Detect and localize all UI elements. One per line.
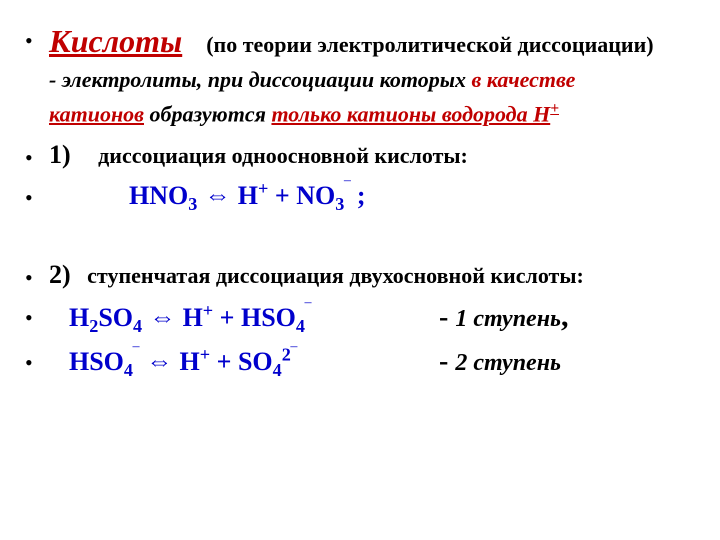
title-row: • Кислоты (по теории электролитической д… [25, 20, 695, 63]
e1a: H [69, 303, 89, 332]
e2mid: + SO [210, 347, 273, 376]
sec2-eq2: HSO4‾ ⇔ H+ + SO42‾ - 2 ступень [49, 342, 695, 382]
sec1-eq: HNO3 ⇔ H+ + NO3‾ ; [49, 177, 695, 217]
bullet: • [25, 177, 49, 213]
step1-dash: - [439, 302, 455, 333]
bullet: • [25, 297, 49, 333]
eq1-lhs: HNO [129, 181, 188, 210]
eq1-h: H [238, 181, 258, 210]
def-sup: + [550, 100, 559, 117]
eq1-mid: + NO [268, 181, 335, 210]
e2c2: 2 [282, 344, 291, 364]
e2ms: 4 [273, 360, 282, 380]
main-title: Кислоты [49, 23, 182, 59]
e2arr: ⇔ [139, 346, 179, 376]
sec1-eq-row: • HNO3 ⇔ H+ + NO3‾ ; [25, 177, 695, 217]
e2as: 4 [124, 360, 133, 380]
sec2-text: ступенчатая диссоциация двухосновной кис… [87, 263, 584, 288]
step2-text: 2 ступень [455, 350, 561, 376]
step2-dash: - [439, 346, 455, 377]
sec1-num: 1) [49, 140, 71, 169]
e1ms: 4 [296, 316, 305, 336]
eq1-arrow: ⇔ [197, 180, 237, 210]
bullet: • [25, 137, 49, 173]
eq1-end: ; [350, 181, 365, 210]
e2c: ‾ [291, 344, 297, 364]
e1hp: + [203, 300, 213, 320]
sec2-num: 2) [49, 260, 71, 289]
e2h: H [180, 347, 200, 376]
sec2-eq1-row: • H2SO4 ⇔ H+ + HSO4‾ - 1 ступень, [25, 297, 695, 339]
sec1-text: диссоциация одноосновной кислоты: [98, 143, 468, 168]
def-text-1a: - электролиты, при диссоциации которых [49, 67, 471, 92]
eq1-lhs-sub: 3 [188, 194, 197, 214]
sec1-content: 1) диссоциация одноосновной кислоты: [49, 137, 695, 172]
sec2-row: • 2) ступенчатая диссоциация двухосновно… [25, 257, 695, 293]
e1as: 2 [89, 316, 98, 336]
bullet: • [25, 257, 49, 293]
def-text-2b: образуются [144, 101, 271, 126]
definition-line-1: - электролиты, при диссоциации которых в… [25, 65, 695, 95]
title-content: Кислоты (по теории электролитической дис… [49, 20, 695, 63]
bullet: • [25, 342, 49, 378]
sec1-row: • 1) диссоциация одноосновной кислоты: [25, 137, 695, 173]
e1c: ‾ [305, 300, 311, 320]
e1bs: 4 [133, 316, 142, 336]
e1arr: ⇔ [142, 302, 182, 332]
e2hp: + [200, 344, 210, 364]
def-text-1b: в качестве [471, 67, 575, 92]
def-text-2c: только катионы водорода Н [271, 101, 550, 126]
e1b: SO [98, 303, 133, 332]
bullet: • [25, 20, 49, 56]
def-text-2a: катионов [49, 101, 144, 126]
sec2-content: 2) ступенчатая диссоциация двухосновной … [49, 257, 695, 292]
step2-label: - 2 ступень [439, 343, 561, 381]
eq1-sub2: 3 [335, 194, 344, 214]
sec2-eq1: H2SO4 ⇔ H+ + HSO4‾ - 1 ступень, [49, 297, 695, 339]
e2a: HSO [69, 347, 124, 376]
e1mid: + HSO [213, 303, 296, 332]
e1h: H [183, 303, 203, 332]
step1-comma: , [561, 300, 569, 333]
eq1-plus: + [258, 179, 268, 199]
sec2-eq2-row: • HSO4‾ ⇔ H+ + SO42‾ - 2 ступень [25, 342, 695, 382]
step1-label: - 1 ступень, [439, 297, 569, 338]
step1-text: 1 ступень [455, 306, 561, 332]
definition-line-2: катионов образуются только катионы водор… [25, 99, 695, 129]
subtitle: (по теории электролитической диссоциации… [206, 32, 653, 57]
